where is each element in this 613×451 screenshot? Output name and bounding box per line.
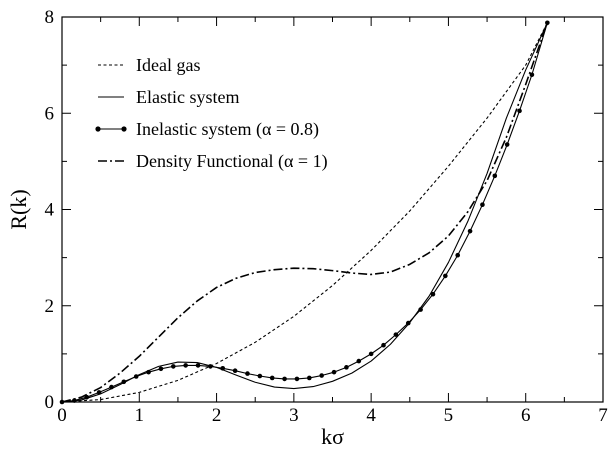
x-tick-label: 4 xyxy=(366,405,376,426)
series-point-2 xyxy=(282,376,287,382)
series-point-2 xyxy=(269,375,275,381)
series-point-2 xyxy=(480,202,485,207)
legend: Ideal gas Elastic system Inelastic system … xyxy=(95,55,328,172)
series-point-2 xyxy=(307,375,312,381)
series-line-2 xyxy=(61,22,548,403)
series-point-2 xyxy=(517,108,522,114)
series-point-2 xyxy=(492,173,498,179)
legend-label-2: Inelastic system (α = 0.8) xyxy=(136,119,319,140)
series-point-2 xyxy=(294,376,300,382)
legend-label-1: Elastic system xyxy=(136,87,239,107)
series-point-2 xyxy=(393,332,399,337)
series-point-2 xyxy=(245,371,250,376)
y-tick-label: 0 xyxy=(45,392,55,413)
series-layer xyxy=(59,20,550,405)
series-point-2 xyxy=(455,252,461,258)
series-point-2 xyxy=(232,368,238,374)
series-point-2 xyxy=(529,72,535,78)
x-tick-label: 6 xyxy=(521,405,531,426)
series-point-2 xyxy=(158,366,164,372)
y-tick-label: 8 xyxy=(45,7,55,28)
x-tick-label: 2 xyxy=(212,405,222,426)
legend-marker xyxy=(95,126,101,132)
x-tick-label: 3 xyxy=(289,405,299,426)
x-tick-label: 5 xyxy=(444,405,454,426)
y-axis-label: R(k) xyxy=(6,189,31,229)
series-point-2 xyxy=(504,142,510,147)
series-line-0 xyxy=(61,22,548,403)
legend-label-3: Density Functional (α = 1) xyxy=(136,151,328,172)
y-tick-label: 4 xyxy=(45,200,55,221)
x-tick-label: 1 xyxy=(135,405,145,426)
ticks-layer: 0 1 2 3 4 5 6 7 0 2 4 6 8 xyxy=(45,7,608,426)
y-tick-label: 2 xyxy=(45,296,55,317)
legend-label-0: Ideal gas xyxy=(136,55,200,75)
series-point-2 xyxy=(257,373,263,379)
series-point-2 xyxy=(220,366,226,371)
series-point-2 xyxy=(356,358,362,364)
x-tick-label: 0 xyxy=(57,405,67,426)
series-point-2 xyxy=(146,369,151,375)
series-point-2 xyxy=(368,351,374,357)
series-point-2 xyxy=(430,291,436,297)
series-point-2 xyxy=(170,364,176,369)
series-point-2 xyxy=(96,390,102,395)
series-point-2 xyxy=(133,374,139,379)
series-point-2 xyxy=(121,379,127,385)
series-point-2 xyxy=(319,373,324,378)
series-point-2 xyxy=(344,365,349,370)
x-axis-label: kσ xyxy=(321,424,344,449)
series-line-3 xyxy=(61,22,549,403)
series-point-2 xyxy=(467,228,473,234)
series-point-2 xyxy=(208,364,213,369)
series-point-2 xyxy=(443,273,448,279)
series-point-2 xyxy=(195,363,201,368)
series-line-1 xyxy=(61,22,548,403)
series-point-2 xyxy=(183,363,188,368)
series-point-2 xyxy=(331,369,337,375)
y-tick-label: 6 xyxy=(45,103,55,124)
series-point-2 xyxy=(381,342,386,348)
legend-marker xyxy=(121,126,127,132)
series-point-2 xyxy=(405,320,411,326)
series-point-2 xyxy=(418,307,423,312)
series-point-2 xyxy=(84,394,90,400)
x-tick-label: 7 xyxy=(598,405,608,426)
series-point-2 xyxy=(109,384,114,390)
